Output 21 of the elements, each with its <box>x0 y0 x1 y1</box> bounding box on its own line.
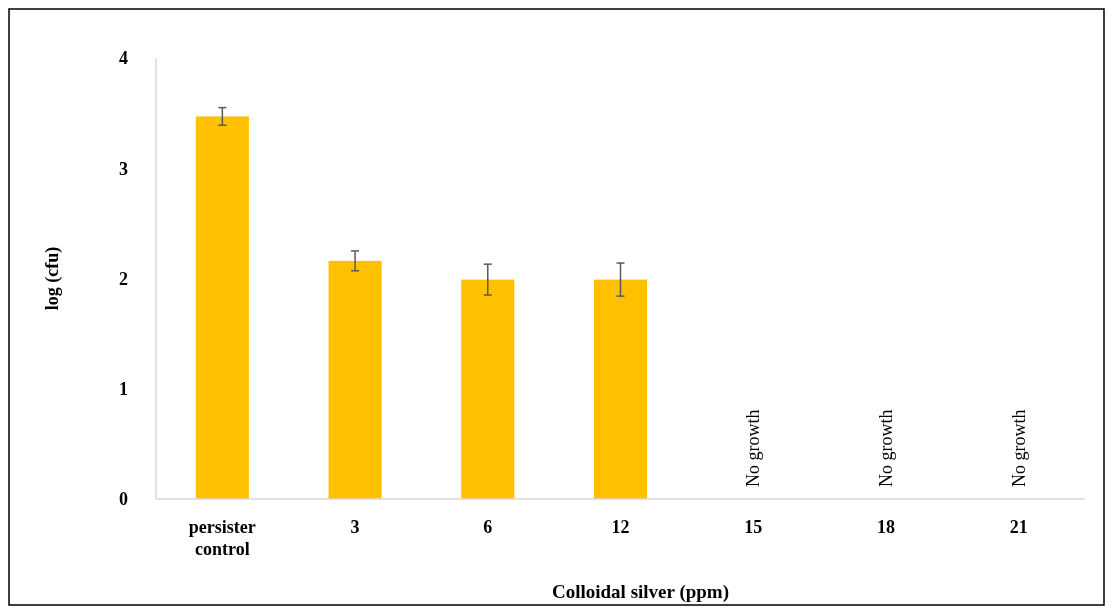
x-axis-title: Colloidal silver (ppm) <box>552 581 729 603</box>
y-tick-label: 4 <box>119 48 128 69</box>
x-tick-label: 6 <box>483 517 493 537</box>
y-tick-label: 3 <box>119 158 128 179</box>
annotation: No growth <box>743 409 764 487</box>
annotation: No growth <box>875 409 896 487</box>
bar <box>328 260 382 499</box>
bar <box>461 279 515 499</box>
x-tick-label: 21 <box>1009 517 1028 537</box>
x-tick-label: 3 <box>350 517 360 537</box>
y-tick-label: 1 <box>119 379 128 400</box>
y-tick-label: 0 <box>119 489 128 510</box>
x-tick-label: 12 <box>611 517 630 537</box>
annotation: No growth <box>1008 409 1029 487</box>
y-tick-label: 2 <box>119 268 128 289</box>
x-tick-label: persister control <box>188 517 256 559</box>
bar <box>593 279 648 499</box>
x-tick-label: 18 <box>876 517 895 537</box>
y-axis-title: log (cfu) <box>42 246 63 311</box>
bar <box>195 116 249 499</box>
x-tick-label: 15 <box>744 517 763 537</box>
